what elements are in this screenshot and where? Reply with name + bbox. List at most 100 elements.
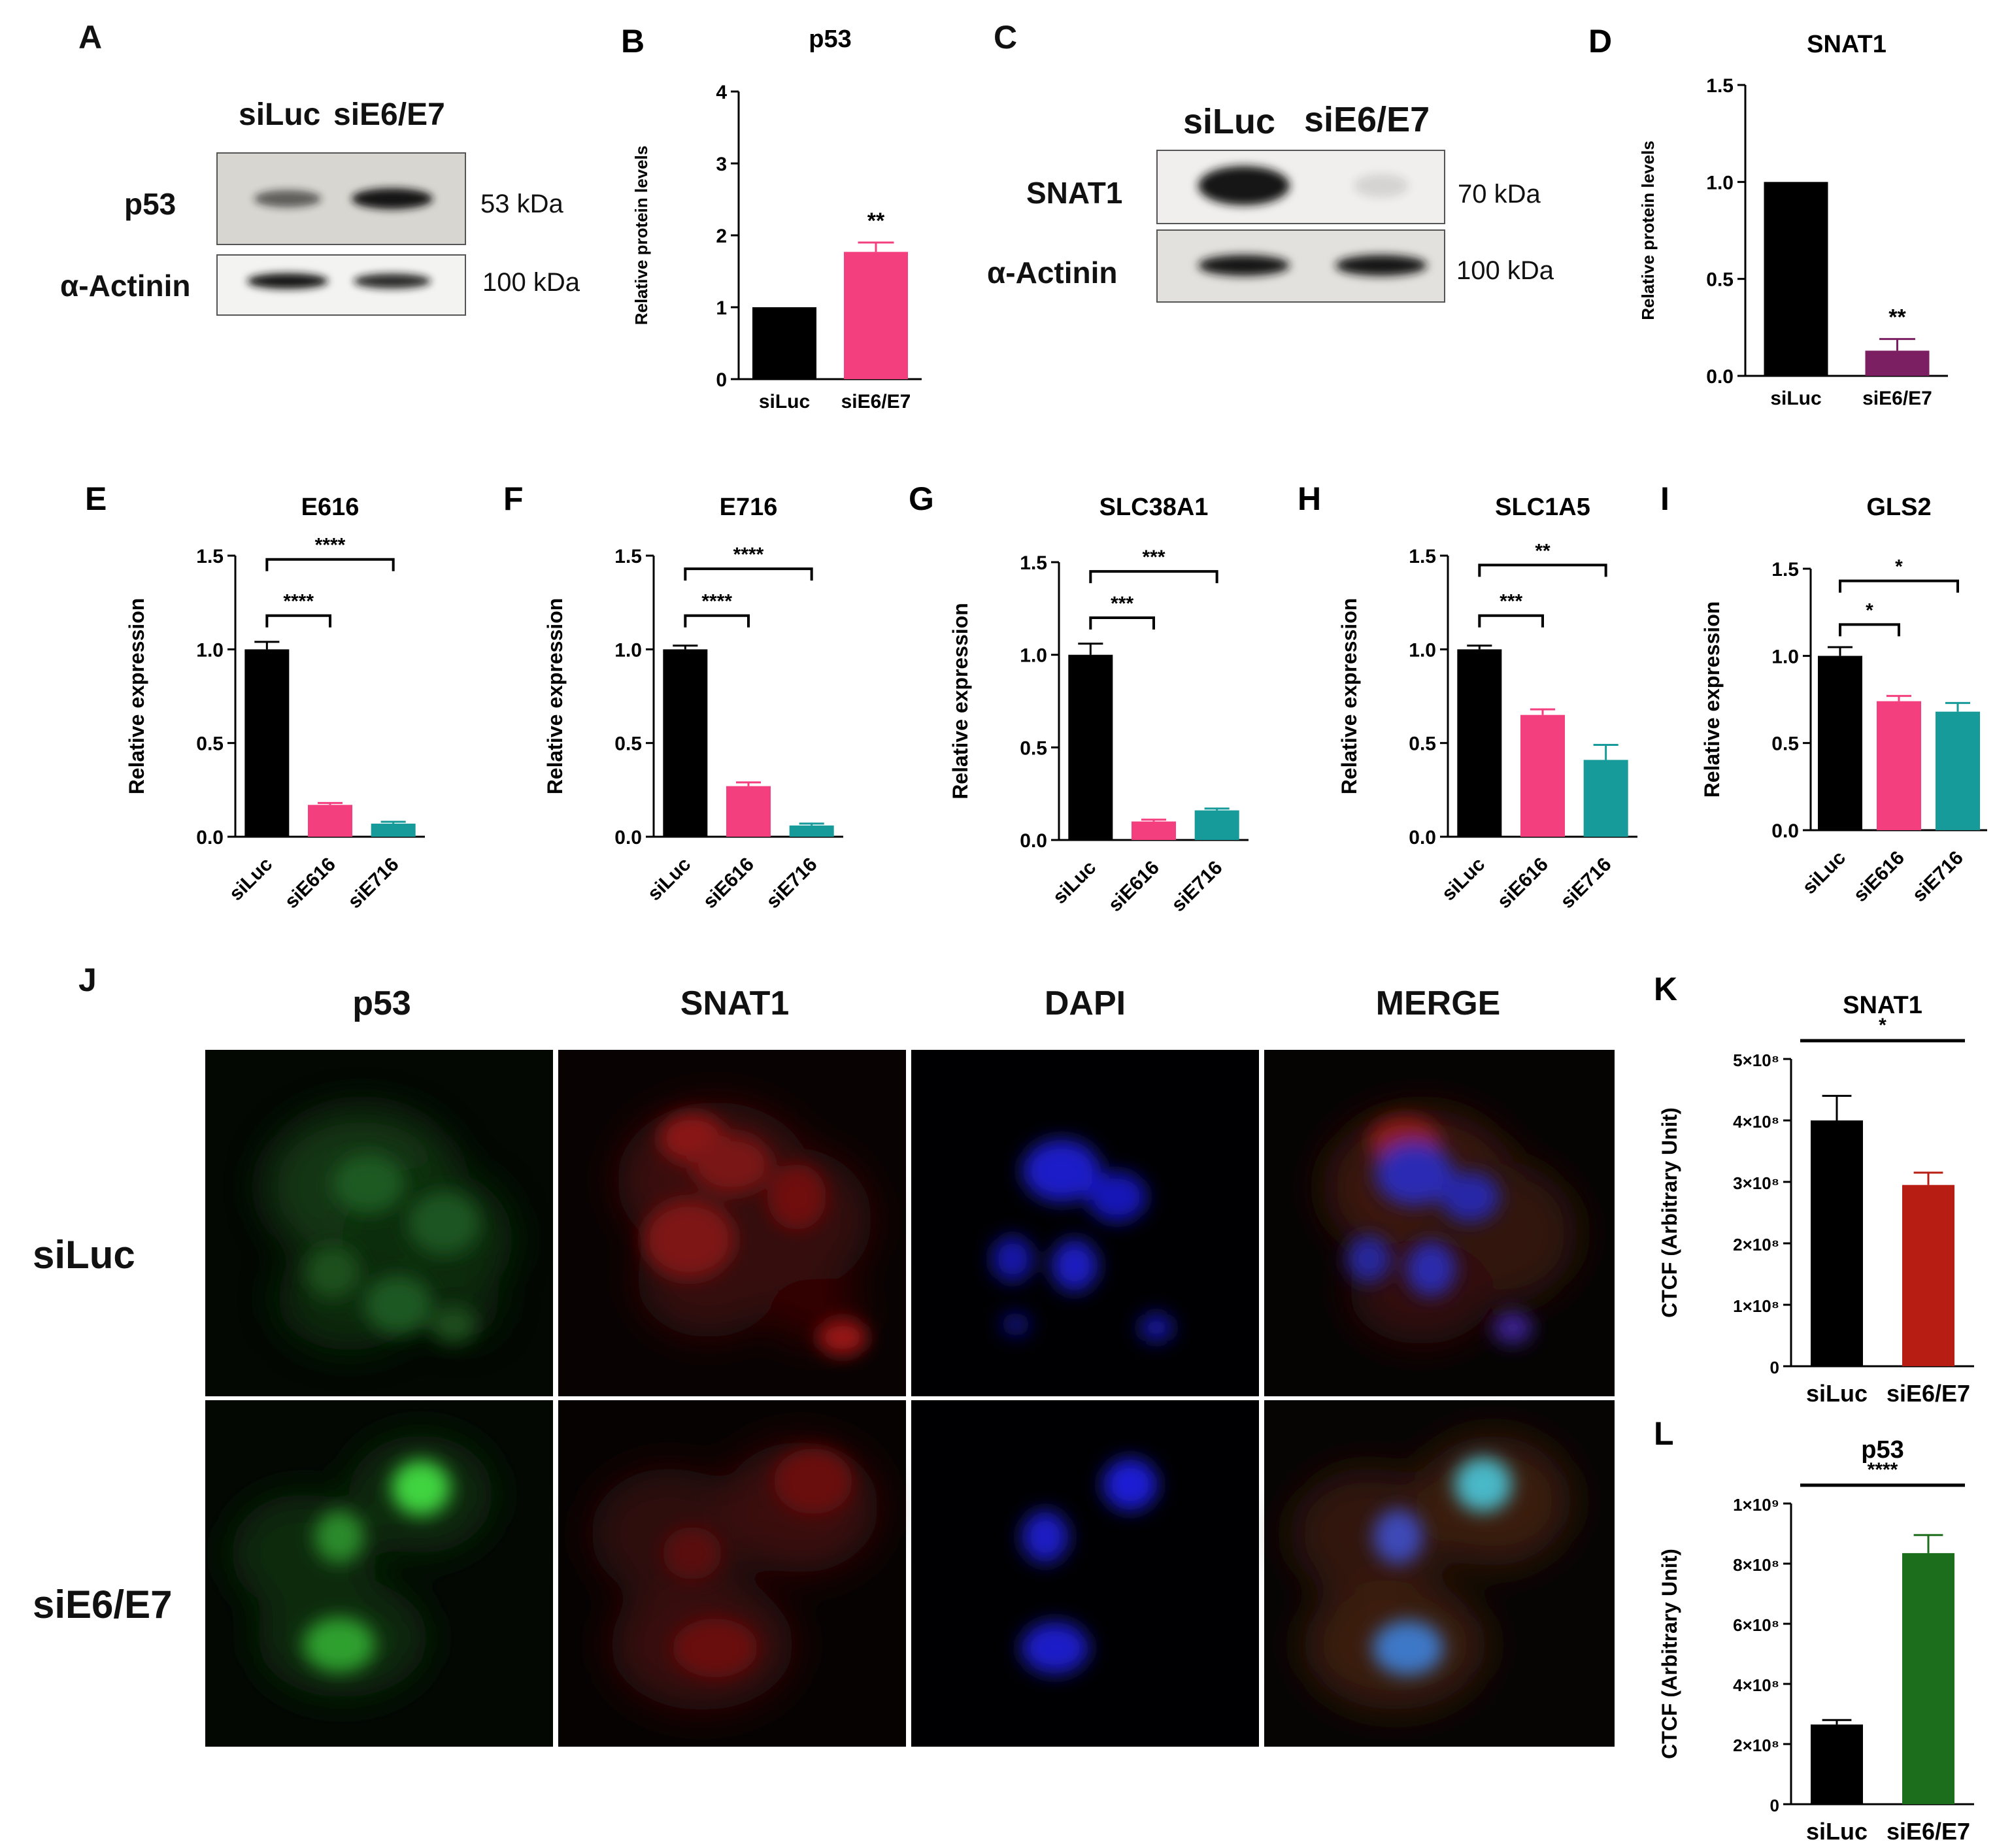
y-tick-label: 6×10⁸ — [1733, 1615, 1779, 1635]
blot-band-r2-l2 — [1335, 255, 1427, 276]
x-tick-label: siE716 — [344, 854, 403, 913]
x-tick-label: siE6/E7 — [1886, 1818, 1970, 1843]
micro-sie6e7-snat1 — [558, 1400, 906, 1747]
y-tick-label: 1.5 — [1020, 552, 1047, 574]
chart-g-ylabel: Relative expression — [948, 603, 972, 799]
significance-bracket — [265, 558, 395, 571]
panel-letter-a: A — [78, 19, 103, 56]
chart-b-title: p53 — [809, 25, 851, 53]
panel-letter-k: K — [1654, 971, 1677, 1007]
blot-band-r2-l1 — [247, 273, 328, 289]
y-tick-label: 1.0 — [1771, 646, 1799, 667]
bar-siluc — [1811, 1724, 1863, 1804]
blot-a-row-2-kda: 100 kDa — [482, 268, 580, 297]
y-tick-label: 1 — [716, 297, 727, 319]
significance-bracket — [1089, 616, 1155, 630]
blot-c-lane-2: siE6/E7 — [1304, 100, 1430, 139]
chart-h: H SLC1A5 Relative expression 0.0 0.5 1.0 1.5 si… — [1291, 471, 1657, 915]
panel-letter-c: C — [994, 19, 1018, 56]
bar-sie716 — [1936, 711, 1980, 830]
y-tick-label: 1.5 — [196, 546, 224, 567]
micro-col-p53: p53 — [352, 984, 411, 1022]
significance-label: * — [1895, 556, 1903, 578]
blot-a-row-1-kda: 53 kDa — [480, 190, 563, 218]
y-tick-label: 1.0 — [614, 639, 642, 661]
chart-b-ylabel: Relative protein levels — [631, 146, 651, 326]
y-tick-label: 1.5 — [614, 546, 642, 567]
x-tick-label: siLuc — [759, 391, 810, 412]
significance-label: * — [1879, 1015, 1886, 1036]
y-tick-label: 8×10⁸ — [1733, 1555, 1779, 1575]
panel-letter-g: G — [909, 480, 934, 517]
y-tick-label: 1.5 — [1771, 559, 1799, 580]
blot-band-r2-l2 — [353, 273, 431, 289]
y-tick-label: 3×10⁸ — [1733, 1173, 1779, 1193]
micro-col-dapi: DAPI — [1044, 984, 1126, 1022]
bar-siluc — [663, 649, 708, 837]
x-tick-label: siE6/E7 — [1862, 388, 1932, 409]
significance-label: *** — [1142, 546, 1165, 568]
bar-sie716 — [1194, 810, 1239, 840]
y-tick-label: 0.5 — [196, 733, 224, 755]
y-tick-label: 1.0 — [1409, 639, 1436, 661]
bar-sie6e7 — [1865, 350, 1930, 376]
x-tick-label: siE616 — [1493, 854, 1552, 913]
panel-letter-f: F — [503, 480, 524, 517]
y-tick-label: 1.5 — [1409, 546, 1436, 567]
y-tick-label: 0 — [716, 369, 727, 391]
bar-sie716 — [789, 825, 834, 837]
significance-bracket — [265, 614, 331, 628]
x-tick-label: siE6/E7 — [841, 391, 911, 412]
panel-letter-j: J — [78, 962, 97, 998]
chart-g: G SLC38A1 Relative expression 0.0 0.5 1.0 1.5 s… — [902, 471, 1268, 916]
blot-band-r1-l2 — [352, 188, 433, 209]
significance-label: *** — [1500, 591, 1522, 613]
chart-d-ylabel: Relative protein levels — [1638, 141, 1658, 320]
bar-sie616 — [1877, 701, 1921, 830]
y-tick-label: 0.0 — [1706, 366, 1734, 388]
y-tick-label: 4×10⁸ — [1733, 1675, 1779, 1695]
chart-k-ylabel: CTCF (Arbitrary Unit) — [1658, 1107, 1681, 1318]
chart-f-title: E716 — [720, 494, 778, 521]
y-tick-label: 4 — [716, 82, 727, 103]
y-tick-label: 0 — [1770, 1796, 1779, 1815]
y-tick-label: 0.0 — [1771, 820, 1799, 842]
micro-siluc-p53 — [205, 1050, 553, 1396]
blot-c-row-2-label: α-Actinin — [987, 256, 1118, 290]
blot-c-row-2-kda: 100 kDa — [1456, 256, 1554, 285]
micro-row-siluc: siLuc — [33, 1233, 135, 1277]
x-tick-label: siLuc — [226, 854, 277, 905]
x-tick-label: siLuc — [1770, 388, 1821, 409]
x-tick-label: siLuc — [1049, 857, 1101, 909]
panel-letter-b: B — [621, 23, 645, 59]
y-tick-label: 1.0 — [1020, 645, 1047, 667]
y-tick-label: 4×10⁸ — [1733, 1112, 1779, 1132]
blot-band-r1-l1 — [1198, 166, 1290, 205]
significance-label: **** — [1868, 1459, 1898, 1481]
chart-i-ylabel: Relative expression — [1700, 601, 1724, 798]
significance-label: **** — [701, 591, 732, 613]
significance-bracket — [684, 567, 813, 581]
y-tick-label: 1.0 — [1706, 172, 1734, 193]
micro-sie6e7-p53 — [205, 1400, 553, 1747]
y-tick-label: 0.0 — [614, 827, 642, 848]
bar-siluc — [1818, 656, 1862, 830]
significance-bracket — [1089, 570, 1218, 584]
bar-sie616 — [726, 786, 771, 837]
chart-i: I GLS2 Relative expression 0.0 0.5 1.0 1.5 siLu… — [1654, 471, 2007, 915]
blot-c-membrane — [1156, 150, 1445, 303]
chart-k-title: SNAT1 — [1843, 992, 1922, 1019]
chart-d: D SNAT1 Relative protein levels 0.0 0.5 1.0 1.… — [1582, 13, 1987, 418]
x-tick-label: siLuc — [1806, 1818, 1868, 1843]
panel-letter-l: L — [1654, 1415, 1674, 1452]
y-tick-label: 5×10⁸ — [1733, 1050, 1779, 1070]
y-tick-label: 0.0 — [1409, 827, 1436, 848]
blot-band-r1-l1 — [254, 190, 322, 208]
microscopy-grid — [205, 1050, 1615, 1747]
y-tick-label: 0.5 — [1771, 733, 1799, 755]
chart-e-ylabel: Relative expression — [125, 598, 148, 795]
y-tick-label: 2×10⁸ — [1733, 1235, 1779, 1254]
bar-sie6e7 — [1902, 1553, 1954, 1804]
blot-a-membrane — [216, 152, 466, 316]
